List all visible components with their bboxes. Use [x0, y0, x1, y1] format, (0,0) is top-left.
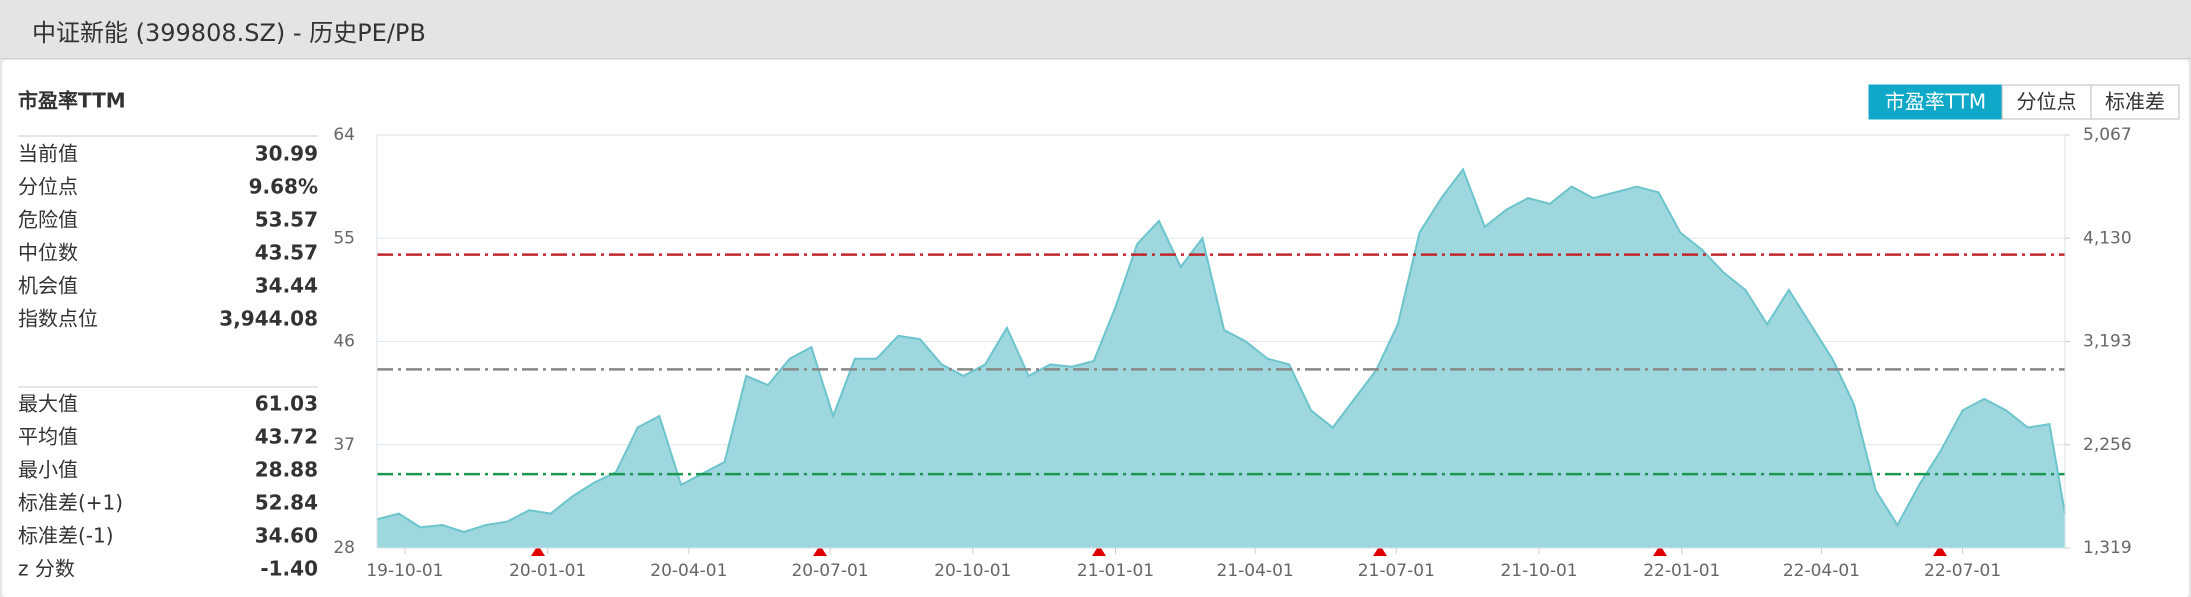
stat-label: 指数点位	[18, 307, 98, 331]
stat-label: 危险值	[18, 208, 78, 232]
x-tick-label: 20-07-01	[791, 561, 868, 581]
stat-value: 61.03	[255, 392, 318, 416]
tab[interactable]	[1868, 84, 2003, 120]
y-tick-label: 37	[333, 435, 355, 455]
y2-tick-label: 3,193	[2083, 332, 2132, 352]
x-tick-label: 22-07-01	[1924, 561, 2001, 581]
x-tick-label: 22-01-01	[1643, 561, 1720, 581]
stat-label: 最大值	[18, 392, 78, 416]
stat-label: 平均值	[18, 425, 78, 449]
x-tick-label: 20-04-01	[650, 561, 727, 581]
stat-value: 43.57	[255, 241, 318, 265]
x-tick-label: 21-01-01	[1077, 561, 1154, 581]
stat-value: 30.99	[255, 142, 318, 166]
y-tick-label: 55	[333, 228, 355, 248]
y-tick-label: 46	[333, 332, 355, 352]
marker	[813, 545, 827, 556]
y2-tick-label: 5,067	[2083, 125, 2132, 145]
marker	[1373, 545, 1387, 556]
plot-frame	[376, 134, 2066, 549]
tab-label: 市盈率TTM	[1885, 90, 1986, 114]
stat-value: -1.40	[260, 557, 318, 581]
area	[377, 169, 2065, 548]
stat-value: 34.44	[255, 274, 318, 298]
x-tick-label: 20-01-01	[509, 561, 586, 581]
header-title: 中证新能 (399808.SZ) - 历史PE/PB	[32, 19, 426, 47]
x-tick-label: 21-10-01	[1500, 561, 1577, 581]
y-tick-label: 28	[333, 538, 355, 558]
line	[376, 167, 2066, 533]
stat-value: 52.84	[255, 491, 318, 515]
stat-value: 53.57	[255, 208, 318, 232]
stat-value: 28.88	[255, 458, 318, 482]
stat-label: 当前值	[18, 142, 78, 166]
tab[interactable]	[2001, 84, 2092, 120]
y-tick-label: 64	[333, 125, 355, 145]
stat-value: 43.72	[255, 425, 318, 449]
marker	[1933, 545, 1947, 556]
markers	[531, 545, 1947, 556]
marker	[1092, 545, 1106, 556]
stat-value: 9.68%	[249, 175, 318, 199]
x-tick-label: 19-10-01	[366, 561, 443, 581]
stat-label: 标准差(+1)	[18, 491, 123, 515]
stat-label: 最小值	[18, 458, 78, 482]
stat-label: 分位点	[18, 175, 78, 199]
panel-title: 市盈率TTM	[18, 89, 126, 113]
x-tick-label: 22-04-01	[1783, 561, 1860, 581]
marker	[531, 545, 545, 556]
tab-label: 标准差	[2105, 90, 2165, 114]
stat-label: 中位数	[18, 241, 78, 265]
stat-label: 机会值	[18, 274, 78, 298]
x-tick-label: 21-04-01	[1217, 561, 1294, 581]
y2-tick-label: 1,319	[2083, 538, 2132, 558]
stat-value: 3,944.08	[219, 307, 318, 331]
y2-tick-label: 2,256	[2083, 435, 2132, 455]
tab[interactable]	[2090, 84, 2180, 120]
stat-label: 标准差(-1)	[18, 524, 114, 548]
x-tick-label: 20-10-01	[934, 561, 1011, 581]
stat-value: 34.60	[255, 524, 318, 548]
stat-label: z 分数	[18, 557, 75, 581]
header: 中证新能 (399808.SZ) - 历史PE/PB	[0, 0, 2191, 59]
tab-label: 分位点	[2017, 90, 2077, 114]
marker	[1653, 545, 1667, 556]
y2-tick-label: 4,130	[2083, 228, 2132, 248]
x-tick-label: 21-07-01	[1358, 561, 1435, 581]
